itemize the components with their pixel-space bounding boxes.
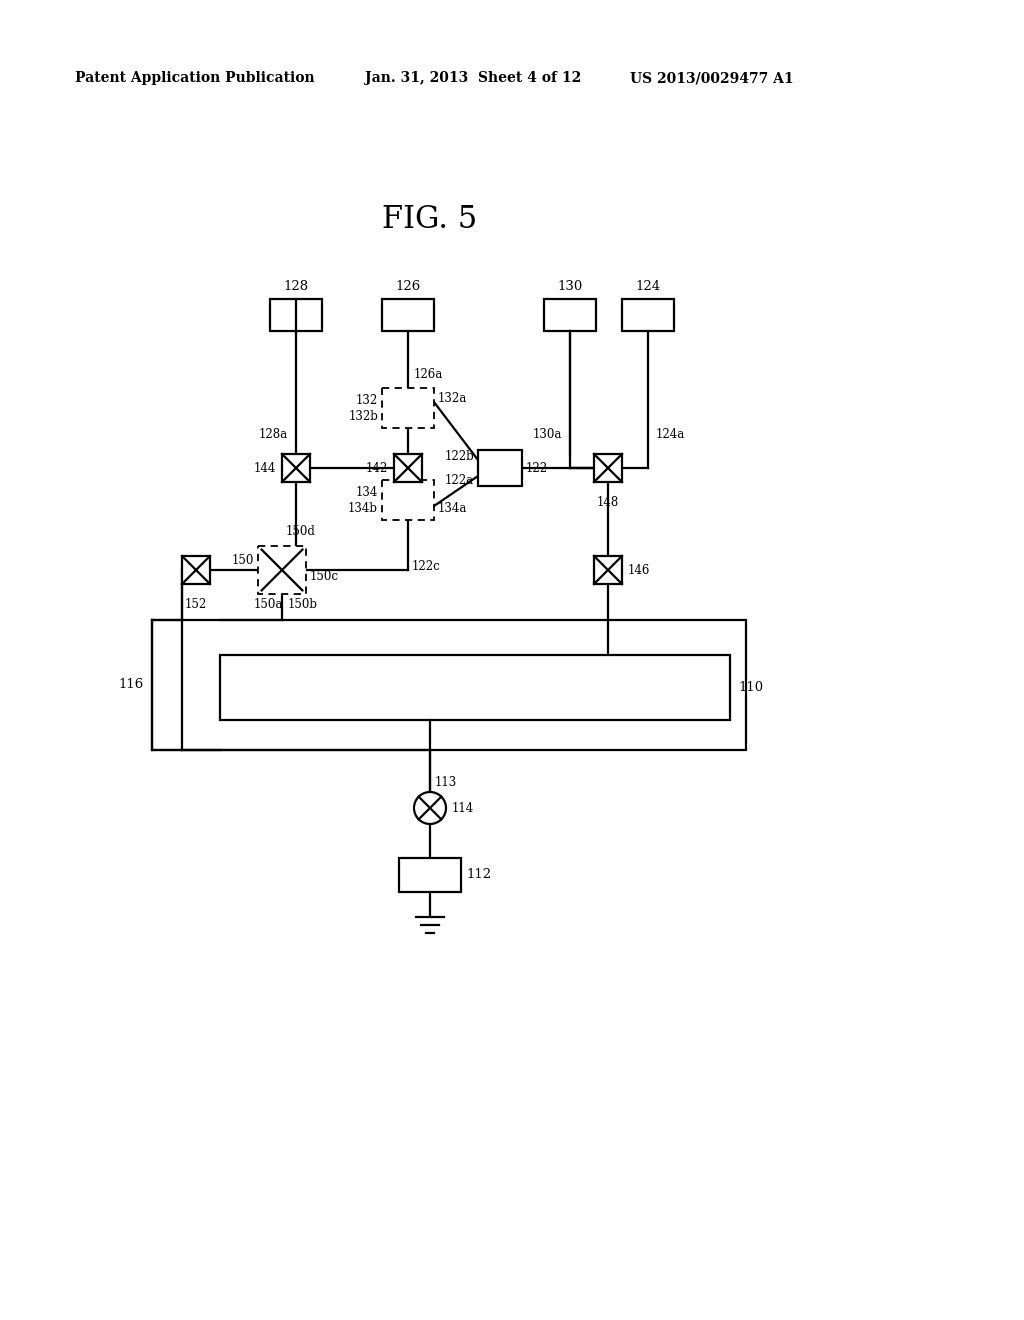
Text: 134a: 134a xyxy=(438,502,467,515)
Text: US 2013/0029477 A1: US 2013/0029477 A1 xyxy=(630,71,794,84)
Bar xyxy=(544,300,596,331)
Text: 148: 148 xyxy=(597,496,620,510)
Bar xyxy=(622,300,674,331)
Bar xyxy=(394,454,422,482)
Circle shape xyxy=(414,792,446,824)
Text: 128: 128 xyxy=(284,280,308,293)
Bar xyxy=(594,454,622,482)
Text: 132b: 132b xyxy=(348,409,378,422)
Bar xyxy=(382,388,434,428)
Text: FIG. 5: FIG. 5 xyxy=(382,205,477,235)
Text: 152: 152 xyxy=(185,598,207,611)
Bar xyxy=(478,450,522,486)
Text: 124: 124 xyxy=(636,280,660,293)
Text: 150d: 150d xyxy=(286,525,315,539)
Bar xyxy=(594,556,622,583)
Text: 122a: 122a xyxy=(444,474,474,487)
Bar xyxy=(282,454,310,482)
Text: 144: 144 xyxy=(254,462,276,474)
Text: 134b: 134b xyxy=(348,502,378,515)
Text: 126: 126 xyxy=(395,280,421,293)
Bar xyxy=(382,480,434,520)
Text: 110: 110 xyxy=(738,681,763,694)
Text: 150b: 150b xyxy=(288,598,318,611)
Text: Jan. 31, 2013  Sheet 4 of 12: Jan. 31, 2013 Sheet 4 of 12 xyxy=(365,71,582,84)
Text: 122b: 122b xyxy=(444,450,474,462)
Text: Patent Application Publication: Patent Application Publication xyxy=(75,71,314,84)
Text: 132a: 132a xyxy=(438,392,467,404)
Bar xyxy=(382,300,434,331)
Text: 122: 122 xyxy=(526,462,548,474)
Text: 150: 150 xyxy=(231,553,254,566)
Text: 142: 142 xyxy=(366,462,388,474)
Bar xyxy=(152,620,746,750)
Text: 130: 130 xyxy=(557,280,583,293)
Text: 130a: 130a xyxy=(532,429,562,441)
Text: 150c: 150c xyxy=(310,569,339,582)
Text: 128a: 128a xyxy=(259,429,288,441)
Text: 126a: 126a xyxy=(414,368,443,381)
Text: 134: 134 xyxy=(355,486,378,499)
Text: 122c: 122c xyxy=(412,560,440,573)
Bar xyxy=(182,556,210,583)
Text: 116: 116 xyxy=(119,678,144,692)
Bar xyxy=(258,546,306,594)
Bar xyxy=(399,858,461,892)
Text: 114: 114 xyxy=(452,801,474,814)
Text: 113: 113 xyxy=(435,776,458,788)
Text: 146: 146 xyxy=(628,564,650,577)
Text: 150a: 150a xyxy=(253,598,283,611)
Text: 124a: 124a xyxy=(656,429,685,441)
Text: 132: 132 xyxy=(355,393,378,407)
Bar xyxy=(220,655,730,719)
Text: 112: 112 xyxy=(466,869,492,882)
Bar xyxy=(270,300,322,331)
